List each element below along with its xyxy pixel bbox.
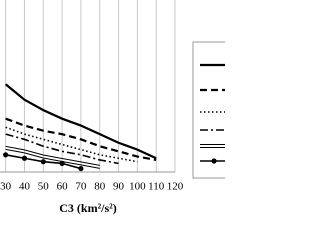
chart: C3 (km²/s²) 30 40 50 60 70 80 90 100 110 120 bbox=[0, 0, 225, 215]
x-tick-label: 90 bbox=[113, 181, 125, 193]
x-tick-label: 80 bbox=[94, 181, 106, 193]
x-tick-label: 110 bbox=[148, 181, 165, 193]
series-marker bbox=[3, 152, 9, 158]
series-line bbox=[5, 117, 157, 162]
legend-marker bbox=[211, 158, 217, 164]
series-line bbox=[5, 133, 119, 165]
series-marker bbox=[78, 165, 84, 172]
series-line bbox=[5, 148, 100, 169]
x-tick-label: 120 bbox=[167, 181, 184, 193]
series-line bbox=[5, 145, 100, 166]
series-marker bbox=[40, 159, 46, 165]
x-tick-label: 60 bbox=[57, 181, 69, 193]
x-tick-label: 30 bbox=[0, 181, 12, 193]
series-line bbox=[4, 83, 157, 160]
x-tick-label: 70 bbox=[75, 181, 87, 193]
x-tick-label: 100 bbox=[129, 181, 146, 193]
series-marker bbox=[59, 160, 65, 166]
legend-box bbox=[192, 41, 225, 179]
series-marker bbox=[21, 155, 28, 161]
x-tick-label: 40 bbox=[19, 181, 31, 193]
x-axis-label: C3 (km²/s²) bbox=[59, 201, 117, 215]
series-line bbox=[5, 126, 138, 163]
x-tick-label: 50 bbox=[38, 181, 50, 193]
